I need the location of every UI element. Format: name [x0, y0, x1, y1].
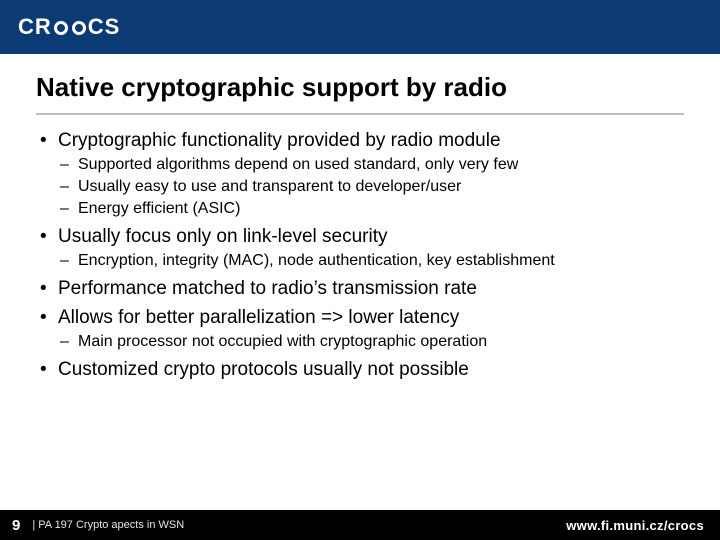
bullet-text: Customized crypto protocols usually not … [58, 359, 469, 380]
footer-left: 9 | PA 197 Crypto apects in WSN [12, 517, 184, 534]
bullet-text: Supported algorithms depend on used stan… [78, 156, 518, 173]
list-item: Allows for better parallelization => low… [36, 306, 684, 352]
list-item: Cryptographic functionality provided by … [36, 129, 684, 219]
list-item: Customized crypto protocols usually not … [36, 358, 684, 382]
sub-bullet-list: Main processor not occupied with cryptog… [58, 332, 684, 352]
list-item: Usually easy to use and transparent to d… [58, 177, 684, 197]
bullet-list: Cryptographic functionality provided by … [36, 129, 684, 382]
logo-ring-icon [72, 21, 86, 35]
brand-logo: CR CS [18, 14, 120, 40]
logo-suffix: CS [88, 14, 121, 40]
slide-title: Native cryptographic support by radio [36, 72, 684, 115]
top-banner: CR CS [0, 0, 720, 54]
bullet-text: Encryption, integrity (MAC), node authen… [78, 252, 555, 269]
bullet-text: Usually easy to use and transparent to d… [78, 178, 461, 195]
bullet-text: Performance matched to radio’s transmiss… [58, 278, 477, 299]
list-item: Performance matched to radio’s transmiss… [36, 277, 684, 301]
bullet-text: Usually focus only on link-level securit… [58, 226, 387, 247]
list-item: Usually focus only on link-level securit… [36, 225, 684, 271]
list-item: Energy efficient (ASIC) [58, 199, 684, 219]
list-item: Main processor not occupied with cryptog… [58, 332, 684, 352]
footer-url: www.fi.muni.cz/crocs [566, 518, 704, 533]
slide-container: CR CS Native cryptographic support by ra… [0, 0, 720, 540]
slide-footer: 9 | PA 197 Crypto apects in WSN www.fi.m… [0, 510, 720, 540]
bullet-text: Energy efficient (ASIC) [78, 200, 240, 217]
bullet-text: Cryptographic functionality provided by … [58, 130, 501, 151]
footer-url-path: crocs [668, 518, 704, 533]
sub-bullet-list: Encryption, integrity (MAC), node authen… [58, 251, 684, 271]
page-number: 9 [12, 517, 20, 534]
footer-caption: | PA 197 Crypto apects in WSN [32, 519, 184, 531]
slide-content: Native cryptographic support by radio Cr… [0, 54, 720, 510]
list-item: Supported algorithms depend on used stan… [58, 155, 684, 175]
bullet-text: Allows for better parallelization => low… [58, 307, 459, 328]
logo-ring-icon [54, 21, 68, 35]
sub-bullet-list: Supported algorithms depend on used stan… [58, 155, 684, 219]
footer-url-host: www.fi.muni.cz [566, 518, 664, 533]
list-item: Encryption, integrity (MAC), node authen… [58, 251, 684, 271]
logo-prefix: CR [18, 14, 52, 40]
bullet-text: Main processor not occupied with cryptog… [78, 333, 487, 350]
